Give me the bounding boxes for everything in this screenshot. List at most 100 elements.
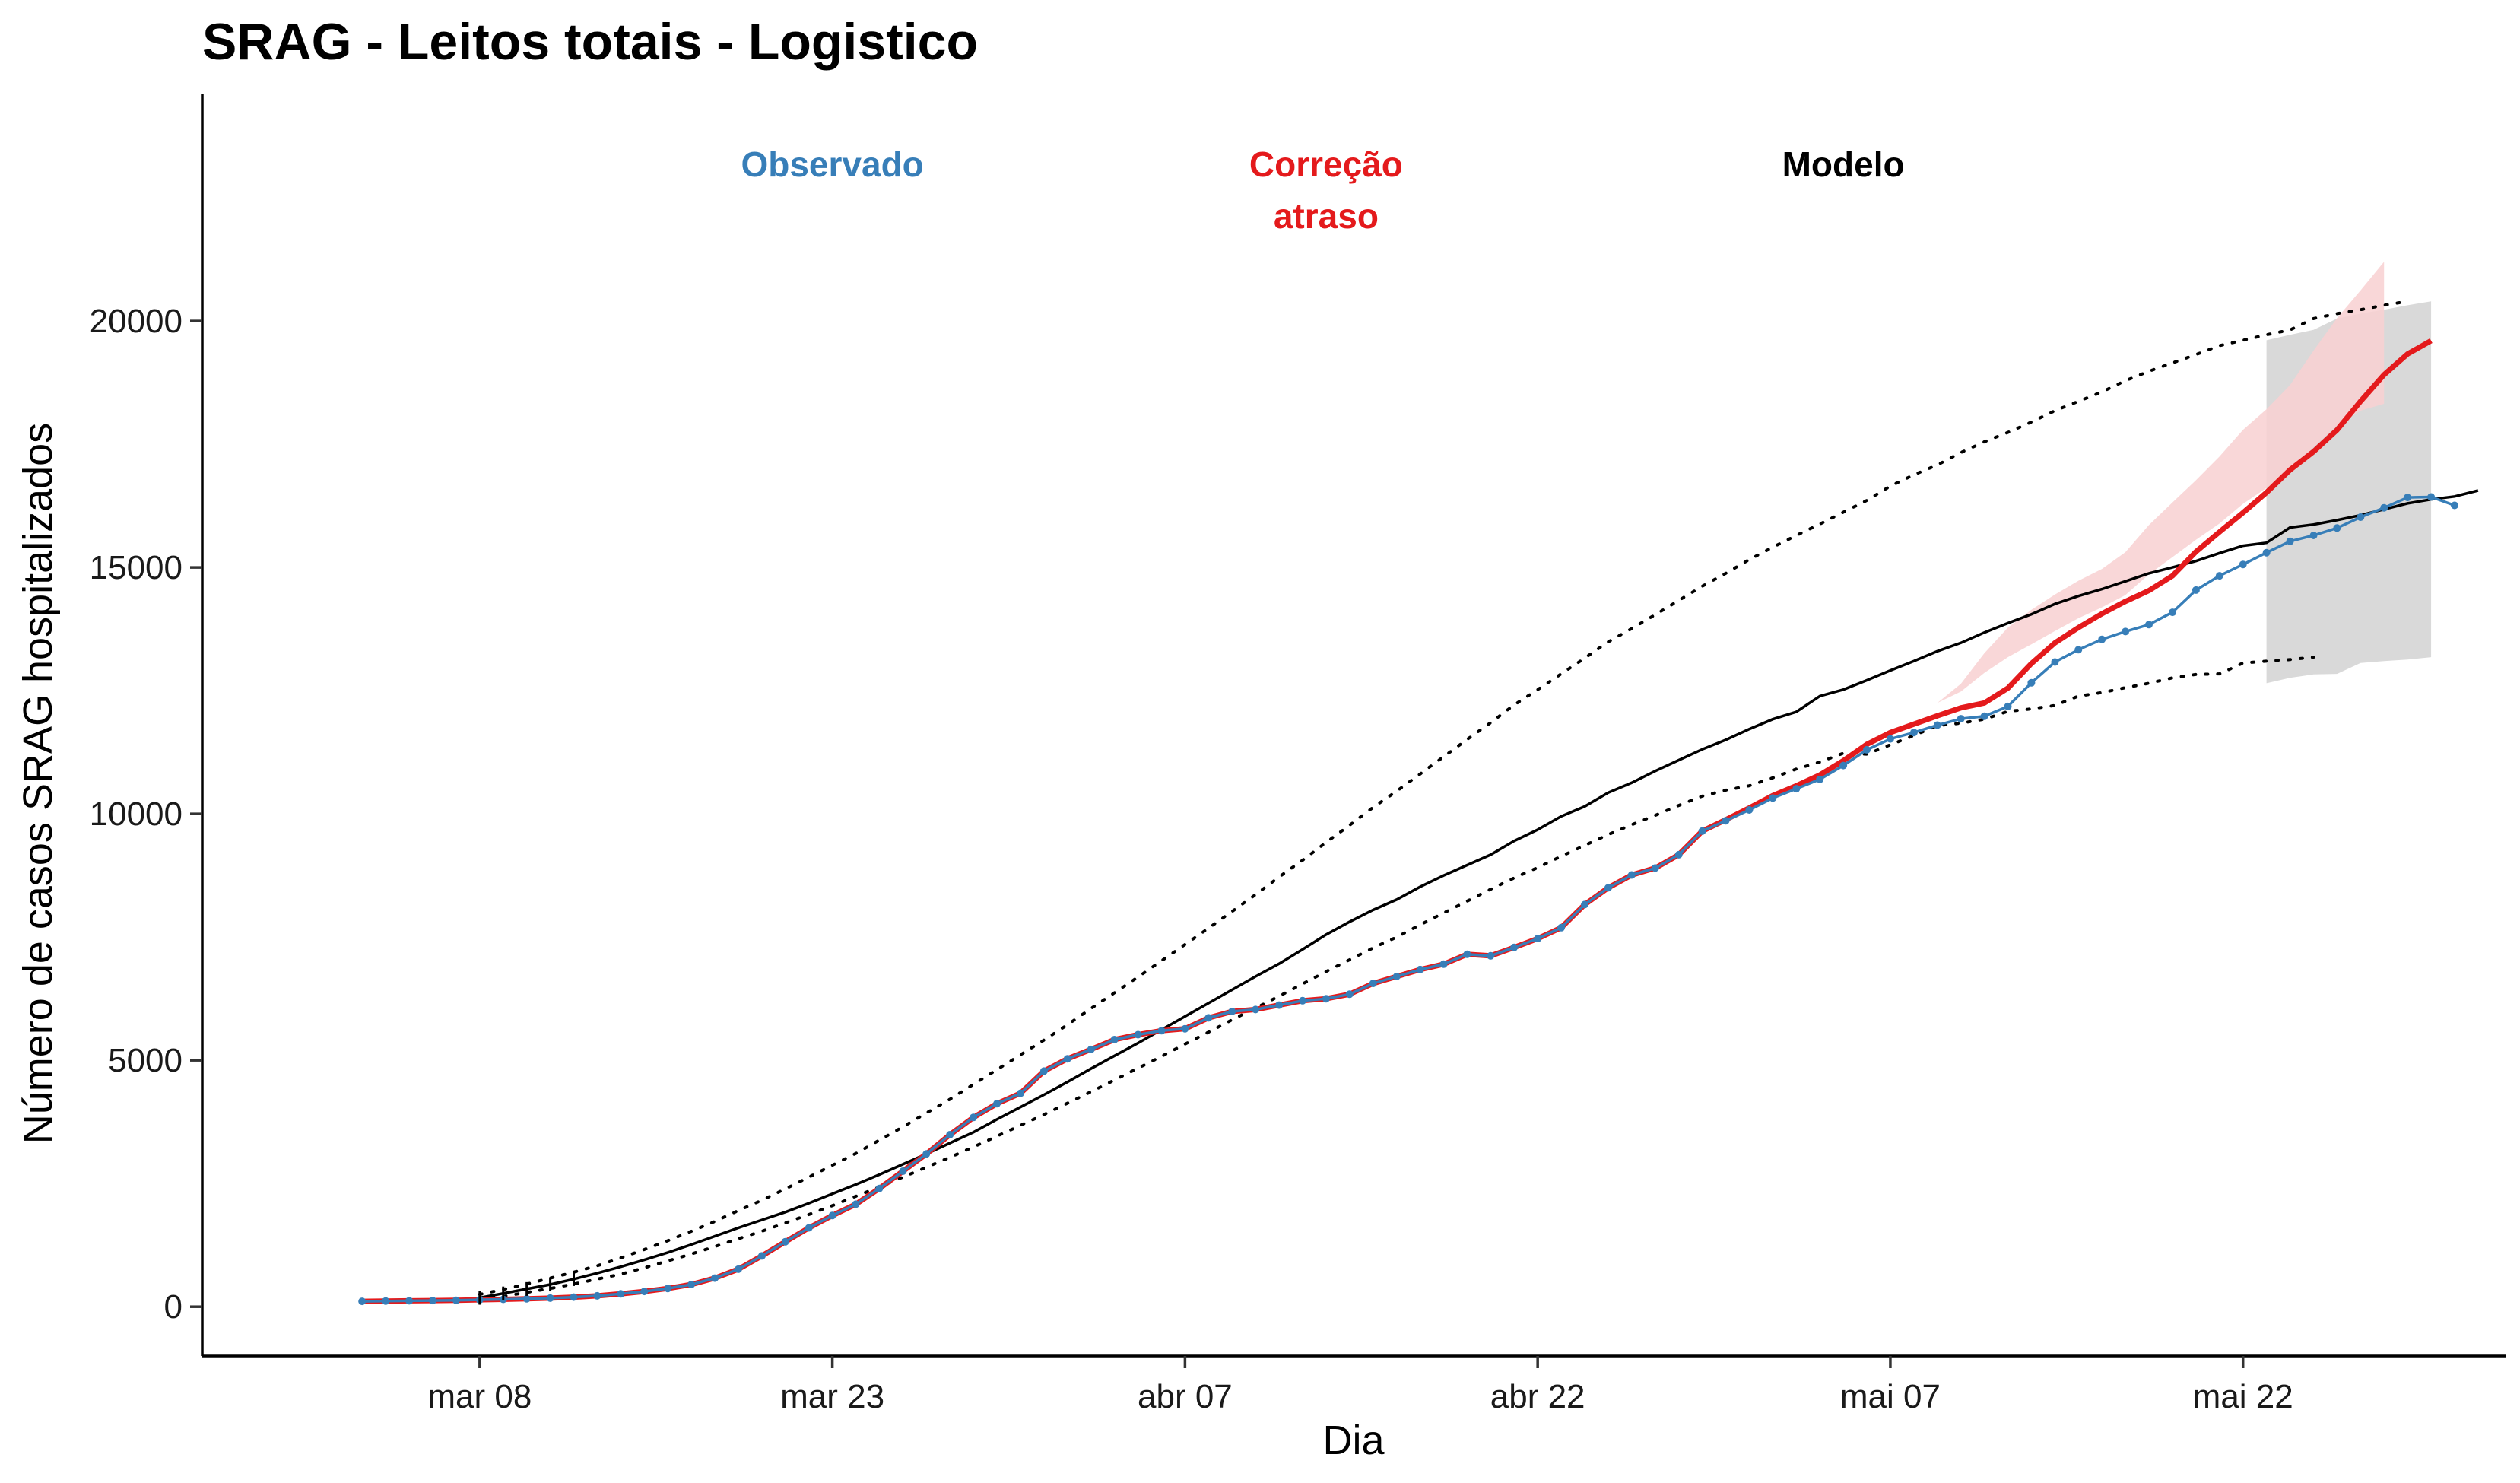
y-tick-label: 15000: [90, 549, 182, 586]
x-tick-label: mar 23: [780, 1378, 884, 1415]
observed-point: [382, 1297, 390, 1305]
observed-point: [1510, 943, 1519, 951]
observed-point: [2357, 513, 2365, 521]
observed-point: [1651, 864, 1659, 872]
observed-point: [2380, 503, 2388, 512]
observed-point: [1134, 1030, 1142, 1039]
observed-point: [687, 1281, 696, 1288]
observed-series-points: [358, 493, 2458, 1306]
observed-point: [1745, 806, 1754, 814]
y-tick-label: 0: [164, 1288, 182, 1326]
observed-point: [1839, 761, 1848, 770]
observed-point: [358, 1297, 367, 1306]
model-start-tick-marks: [478, 1272, 576, 1305]
observed-point: [2333, 524, 2341, 532]
observed-point: [1110, 1036, 1119, 1043]
observed-point: [1909, 729, 1918, 737]
observed-point: [2215, 572, 2223, 580]
observed-point: [1722, 817, 1730, 825]
observed-point: [1345, 990, 1354, 999]
legend-label: Correção atraso: [1249, 144, 1403, 236]
observed-point: [1275, 1001, 1284, 1009]
observed-point: [2169, 608, 2176, 617]
observed-point: [711, 1274, 719, 1282]
observed-point: [593, 1291, 601, 1300]
observed-point: [1816, 775, 1824, 783]
observed-point: [1017, 1089, 1024, 1097]
observed-point: [1487, 951, 1495, 960]
observed-point: [1792, 785, 1801, 793]
observed-point: [757, 1252, 766, 1260]
observed-point: [2004, 702, 2012, 710]
x-tick-label: abr 22: [1490, 1378, 1585, 1415]
observed-point: [546, 1294, 554, 1302]
observed-point: [1181, 1024, 1189, 1033]
observed-point: [1157, 1027, 1166, 1035]
observed-point: [2404, 494, 2412, 502]
observed-point: [2286, 537, 2294, 545]
observed-point: [1369, 980, 1377, 988]
observed-point: [2098, 635, 2106, 643]
observed-point: [2309, 532, 2318, 539]
observed-point: [570, 1293, 578, 1301]
observed-point: [922, 1150, 931, 1158]
observed-point: [1228, 1008, 1236, 1015]
observed-point: [2427, 493, 2436, 501]
observed-point: [1039, 1067, 1048, 1075]
observed-point: [1063, 1055, 1071, 1063]
y-tick-label: 5000: [108, 1042, 182, 1079]
observed-point: [993, 1100, 1001, 1108]
legend-label: Observado: [741, 144, 923, 184]
observed-point: [1299, 996, 1306, 1005]
observed-point: [1087, 1045, 1095, 1053]
observed-point: [1204, 1014, 1213, 1022]
x-tick-label: mai 07: [1840, 1378, 1941, 1415]
y-tick-label: 20000: [90, 303, 182, 340]
model-lower-bound-line: [478, 656, 2315, 1301]
observed-point: [899, 1167, 907, 1175]
observed-point: [2074, 646, 2083, 654]
y-axis-ticks: 0 5000 10000 15000 20000: [90, 303, 202, 1326]
observed-point: [1534, 935, 1542, 943]
observed-point: [1463, 950, 1471, 958]
observed-point: [1439, 960, 1448, 968]
observed-point: [1957, 715, 1965, 723]
observed-point: [970, 1113, 978, 1122]
observed-point: [640, 1288, 649, 1296]
observed-point: [2451, 501, 2458, 510]
observed-point: [734, 1265, 742, 1273]
observed-point: [1581, 900, 1588, 909]
observed-point: [2262, 548, 2271, 557]
observed-point: [805, 1224, 813, 1232]
y-axis-title: Número de casos SRAG hospitalizados: [15, 423, 61, 1144]
observed-point: [1252, 1005, 1260, 1014]
x-axis-ticks: mar 08 mar 23 abr 07 abr 22 mai 07 mai 22: [427, 1356, 2293, 1415]
model-series-line: [479, 489, 2479, 1300]
observed-point: [1863, 745, 1871, 754]
observed-point: [1886, 735, 1894, 743]
observed-point: [452, 1296, 460, 1304]
observed-point: [1769, 794, 1777, 802]
observed-point: [405, 1297, 414, 1305]
observed-point: [2027, 678, 2036, 687]
legend-label-line: Modelo: [1782, 144, 1905, 184]
observed-point: [429, 1297, 436, 1305]
observed-point: [1698, 827, 1706, 835]
observed-point: [828, 1211, 836, 1220]
correction-confidence-band: [1937, 262, 2385, 703]
legend-label-line: atraso: [1274, 196, 1379, 236]
axes: mar 08 mar 23 abr 07 abr 22 mai 07 mai 22 0 50…: [90, 94, 2506, 1415]
observed-point: [617, 1290, 625, 1298]
correction-series-line: [362, 338, 2433, 1304]
observed-point: [1392, 973, 1401, 980]
x-tick-label: mai 22: [2193, 1378, 2293, 1415]
x-axis-title: Dia: [1322, 1418, 1385, 1463]
observed-point: [1416, 965, 1424, 973]
observed-point: [1627, 871, 1636, 879]
x-tick-label: abr 07: [1138, 1378, 1233, 1415]
legend-label-line: Observado: [741, 144, 923, 184]
observed-point: [2145, 621, 2153, 629]
chart-title: SRAG - Leitos totais - Logistico: [202, 13, 978, 71]
observed-point: [2239, 560, 2247, 569]
